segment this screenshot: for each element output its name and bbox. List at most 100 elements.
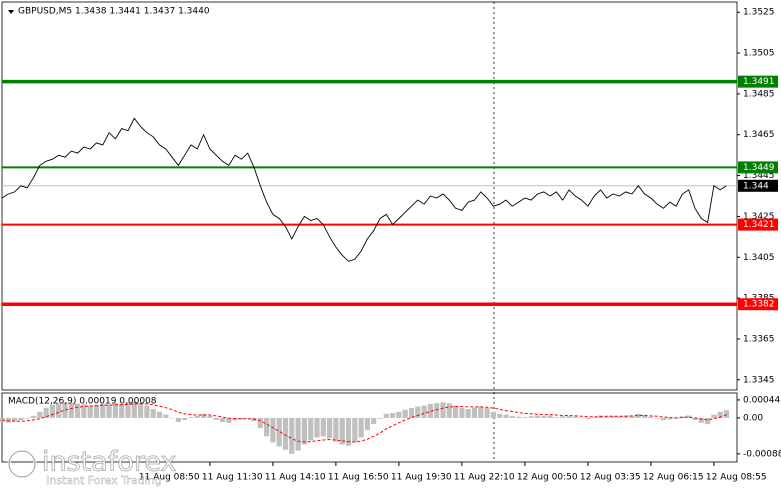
macd-bar xyxy=(358,417,364,438)
macd-bar xyxy=(163,414,169,418)
macd-bar xyxy=(497,413,503,418)
macd-bar xyxy=(440,402,446,418)
macd-bar xyxy=(43,407,49,418)
macd-bar xyxy=(238,417,244,420)
y-tick-label: -0.00088 xyxy=(743,449,781,459)
level-label-box xyxy=(738,218,778,231)
macd-bar xyxy=(219,417,226,422)
macd-bar xyxy=(100,403,106,418)
brand: instaforex xyxy=(42,447,176,478)
level-label-box xyxy=(738,75,778,88)
macd-bar xyxy=(270,417,276,443)
macd-bar xyxy=(131,401,137,418)
macd-bar xyxy=(282,417,289,450)
level-label-box xyxy=(738,298,778,311)
macd-bar xyxy=(528,416,534,418)
macd-bar xyxy=(686,415,692,418)
macd-bar xyxy=(188,417,194,418)
macd-bar xyxy=(352,417,358,443)
macd-bar xyxy=(295,417,301,451)
level-label-box xyxy=(738,161,778,174)
macd-bar xyxy=(112,403,118,418)
macd-bar xyxy=(553,417,559,418)
macd-bar xyxy=(169,417,175,419)
macd-title: MACD(12,26,9) 0.00019 0.00008 xyxy=(8,397,157,407)
level-label: 1.3382 xyxy=(743,300,775,310)
y-tick-label: 1.3425 xyxy=(743,212,775,222)
macd-bar xyxy=(421,405,427,418)
macd-bar xyxy=(320,417,326,437)
macd-bar xyxy=(698,417,704,423)
macd-bar xyxy=(56,403,62,418)
macd-bar xyxy=(427,404,433,418)
macd-bar xyxy=(471,407,478,418)
y-tick-label: 1.3465 xyxy=(743,130,775,140)
macd-bar xyxy=(68,402,74,418)
macd-bar xyxy=(245,417,251,419)
macd-bar xyxy=(396,411,402,418)
macd-bar xyxy=(509,415,515,418)
macd-bar xyxy=(24,417,30,419)
macd-bar xyxy=(327,417,333,439)
y-tick-label: 1.3405 xyxy=(743,253,775,263)
macd-bar xyxy=(635,413,641,418)
macd-bar xyxy=(390,413,396,418)
x-tick-label: 11 Aug 16:50 xyxy=(328,473,389,483)
macd-bar xyxy=(642,414,648,418)
macd-bar xyxy=(572,416,578,418)
x-tick-label: 11 Aug 08:50 xyxy=(139,473,200,483)
macd-bar xyxy=(667,417,673,420)
y-tick-label: 1.3345 xyxy=(743,375,775,385)
macd-bar xyxy=(446,403,452,418)
macd-bar xyxy=(264,417,270,437)
x-tick-label: 12 Aug 08:55 xyxy=(706,473,767,483)
macd-bar xyxy=(175,417,181,422)
macd-bar xyxy=(579,417,585,419)
macd-bar xyxy=(692,417,698,420)
macd-bar xyxy=(610,415,616,418)
signal-line xyxy=(1,403,727,443)
macd-bar xyxy=(144,405,150,418)
macd-bar xyxy=(106,404,112,418)
macd-bar xyxy=(339,417,345,445)
macd-bar xyxy=(194,415,200,418)
macd-bar xyxy=(138,403,144,418)
macd-bar xyxy=(516,416,522,418)
macd-bar xyxy=(182,417,188,420)
price-line xyxy=(1,117,727,262)
macd-bar xyxy=(314,417,320,438)
macd-bar xyxy=(711,414,717,418)
macd-bar xyxy=(654,417,660,419)
macd-bar xyxy=(534,415,541,418)
current-price-box xyxy=(738,179,778,192)
macd-bar xyxy=(150,408,156,418)
x-tick-label: 12 Aug 00:50 xyxy=(517,473,578,483)
x-tick-label: 11 Aug 19:30 xyxy=(391,473,452,483)
macd-bar xyxy=(560,416,566,418)
macd-bar xyxy=(18,417,24,420)
macd-bar xyxy=(119,404,125,418)
macd-bar xyxy=(585,417,591,420)
tagline: Instant Forex Trading xyxy=(46,474,162,487)
macd-bar xyxy=(289,417,295,454)
macd-bar xyxy=(75,403,81,418)
macd-bar xyxy=(62,402,68,418)
logo-icon-outline xyxy=(8,450,36,478)
macd-bar xyxy=(81,404,87,418)
macd-bar xyxy=(705,417,711,425)
macd-bar xyxy=(566,415,572,418)
macd-bar xyxy=(547,415,553,418)
macd-bar xyxy=(301,417,307,445)
macd-bar xyxy=(616,416,622,418)
x-tick-label: 11 Aug 14:10 xyxy=(265,473,326,483)
macd-bar xyxy=(522,417,528,418)
y-tick-label: 1.3505 xyxy=(743,49,775,59)
x-tick-label: 11 Aug 11:30 xyxy=(202,473,263,483)
y-tick-label: 0.00044 xyxy=(743,395,780,405)
y-tick-label: 1.3525 xyxy=(743,8,775,18)
chart-title: GBPUSD,M5 1.3438 1.3441 1.3437 1.3440 xyxy=(18,7,210,17)
macd-bar xyxy=(12,417,18,422)
macd-bar xyxy=(87,405,93,418)
macd-bar xyxy=(660,417,667,421)
